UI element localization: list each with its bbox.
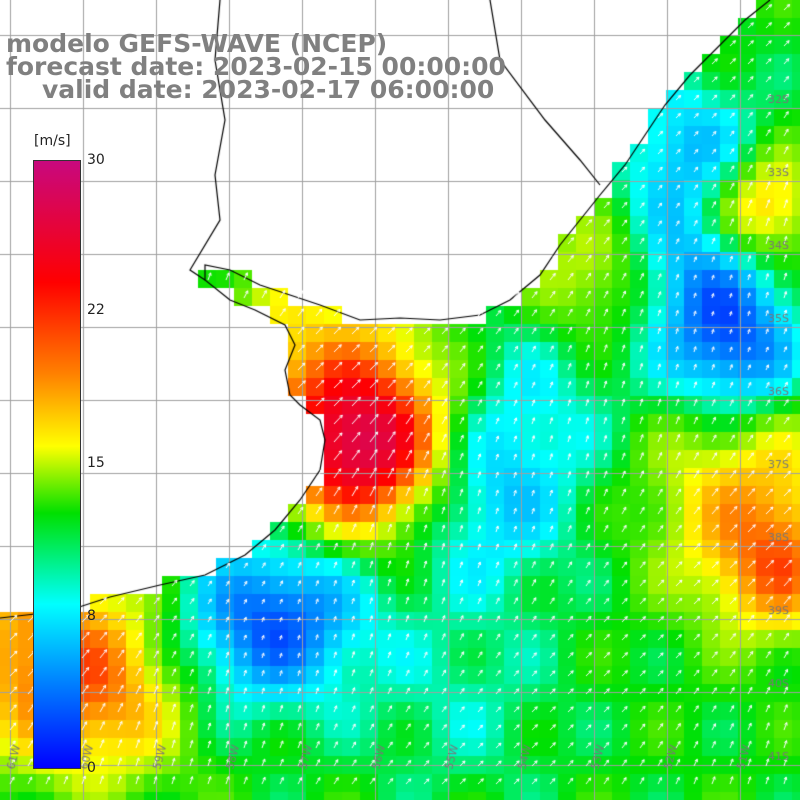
colorbar-tick-8: 8 <box>87 608 96 624</box>
colorbar-tick-30: 30 <box>87 152 105 168</box>
valid-date: valid date: 2023-02-17 06:00:00 <box>42 75 495 104</box>
colorbar <box>33 160 81 769</box>
model-title: modelo GEFS-WAVE (NCEP) <box>6 29 388 58</box>
forecast-date: forecast date: 2023-02-15 00:00:00 <box>6 52 506 81</box>
colorbar-unit: [m/s] <box>34 133 71 149</box>
colorbar-tick-22: 22 <box>87 302 105 318</box>
colorbar-tick-0: 0 <box>87 760 96 776</box>
colorbar-tick-15: 15 <box>87 455 105 471</box>
